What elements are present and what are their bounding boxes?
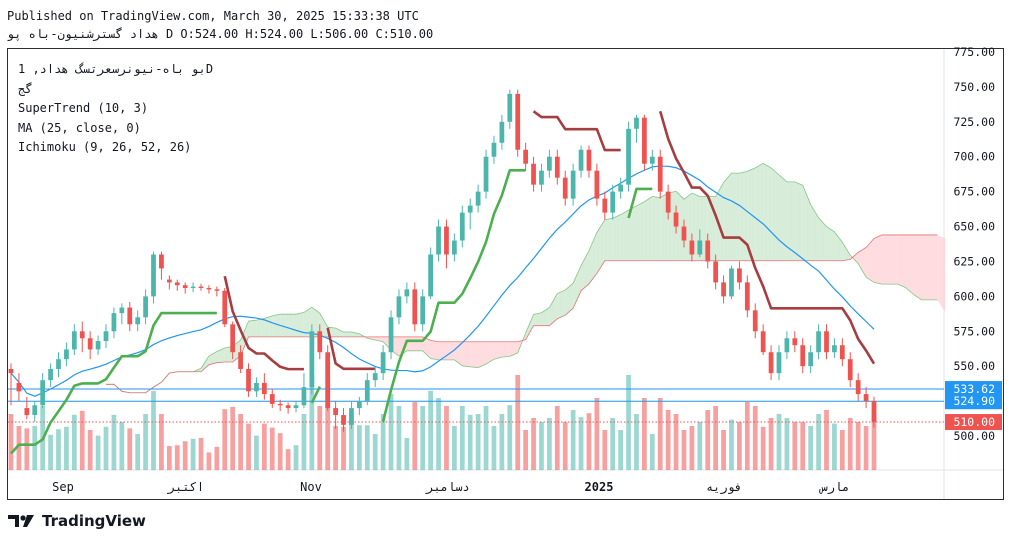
tradingview-brand[interactable]: TradingView [8,512,146,530]
brand-name: TradingView [42,512,146,530]
legend-sub: گج [18,81,33,96]
published-caption: Published on TradingView.com, March 30, … [7,9,419,23]
ohlc-readout: هداد گسترشنیون-باه پو D O:524.00 H:524.0… [7,27,434,41]
legend-symbol[interactable]: بو باه-نیونرسعرتسگ هداد, 1D [18,62,214,76]
chart-frame[interactable] [7,48,1004,500]
legend-ichimoku[interactable]: Ichimoku (9, 26, 52, 26) [18,140,192,154]
chart-legend: بو باه-نیونرسعرتسگ هداد, 1D گج SuperTren… [18,60,213,158]
legend-supertrend[interactable]: SuperTrend (10, 3) [18,101,149,115]
legend-ma[interactable]: MA (25, close, 0) [18,120,141,135]
tradingview-logo-icon [8,515,34,527]
